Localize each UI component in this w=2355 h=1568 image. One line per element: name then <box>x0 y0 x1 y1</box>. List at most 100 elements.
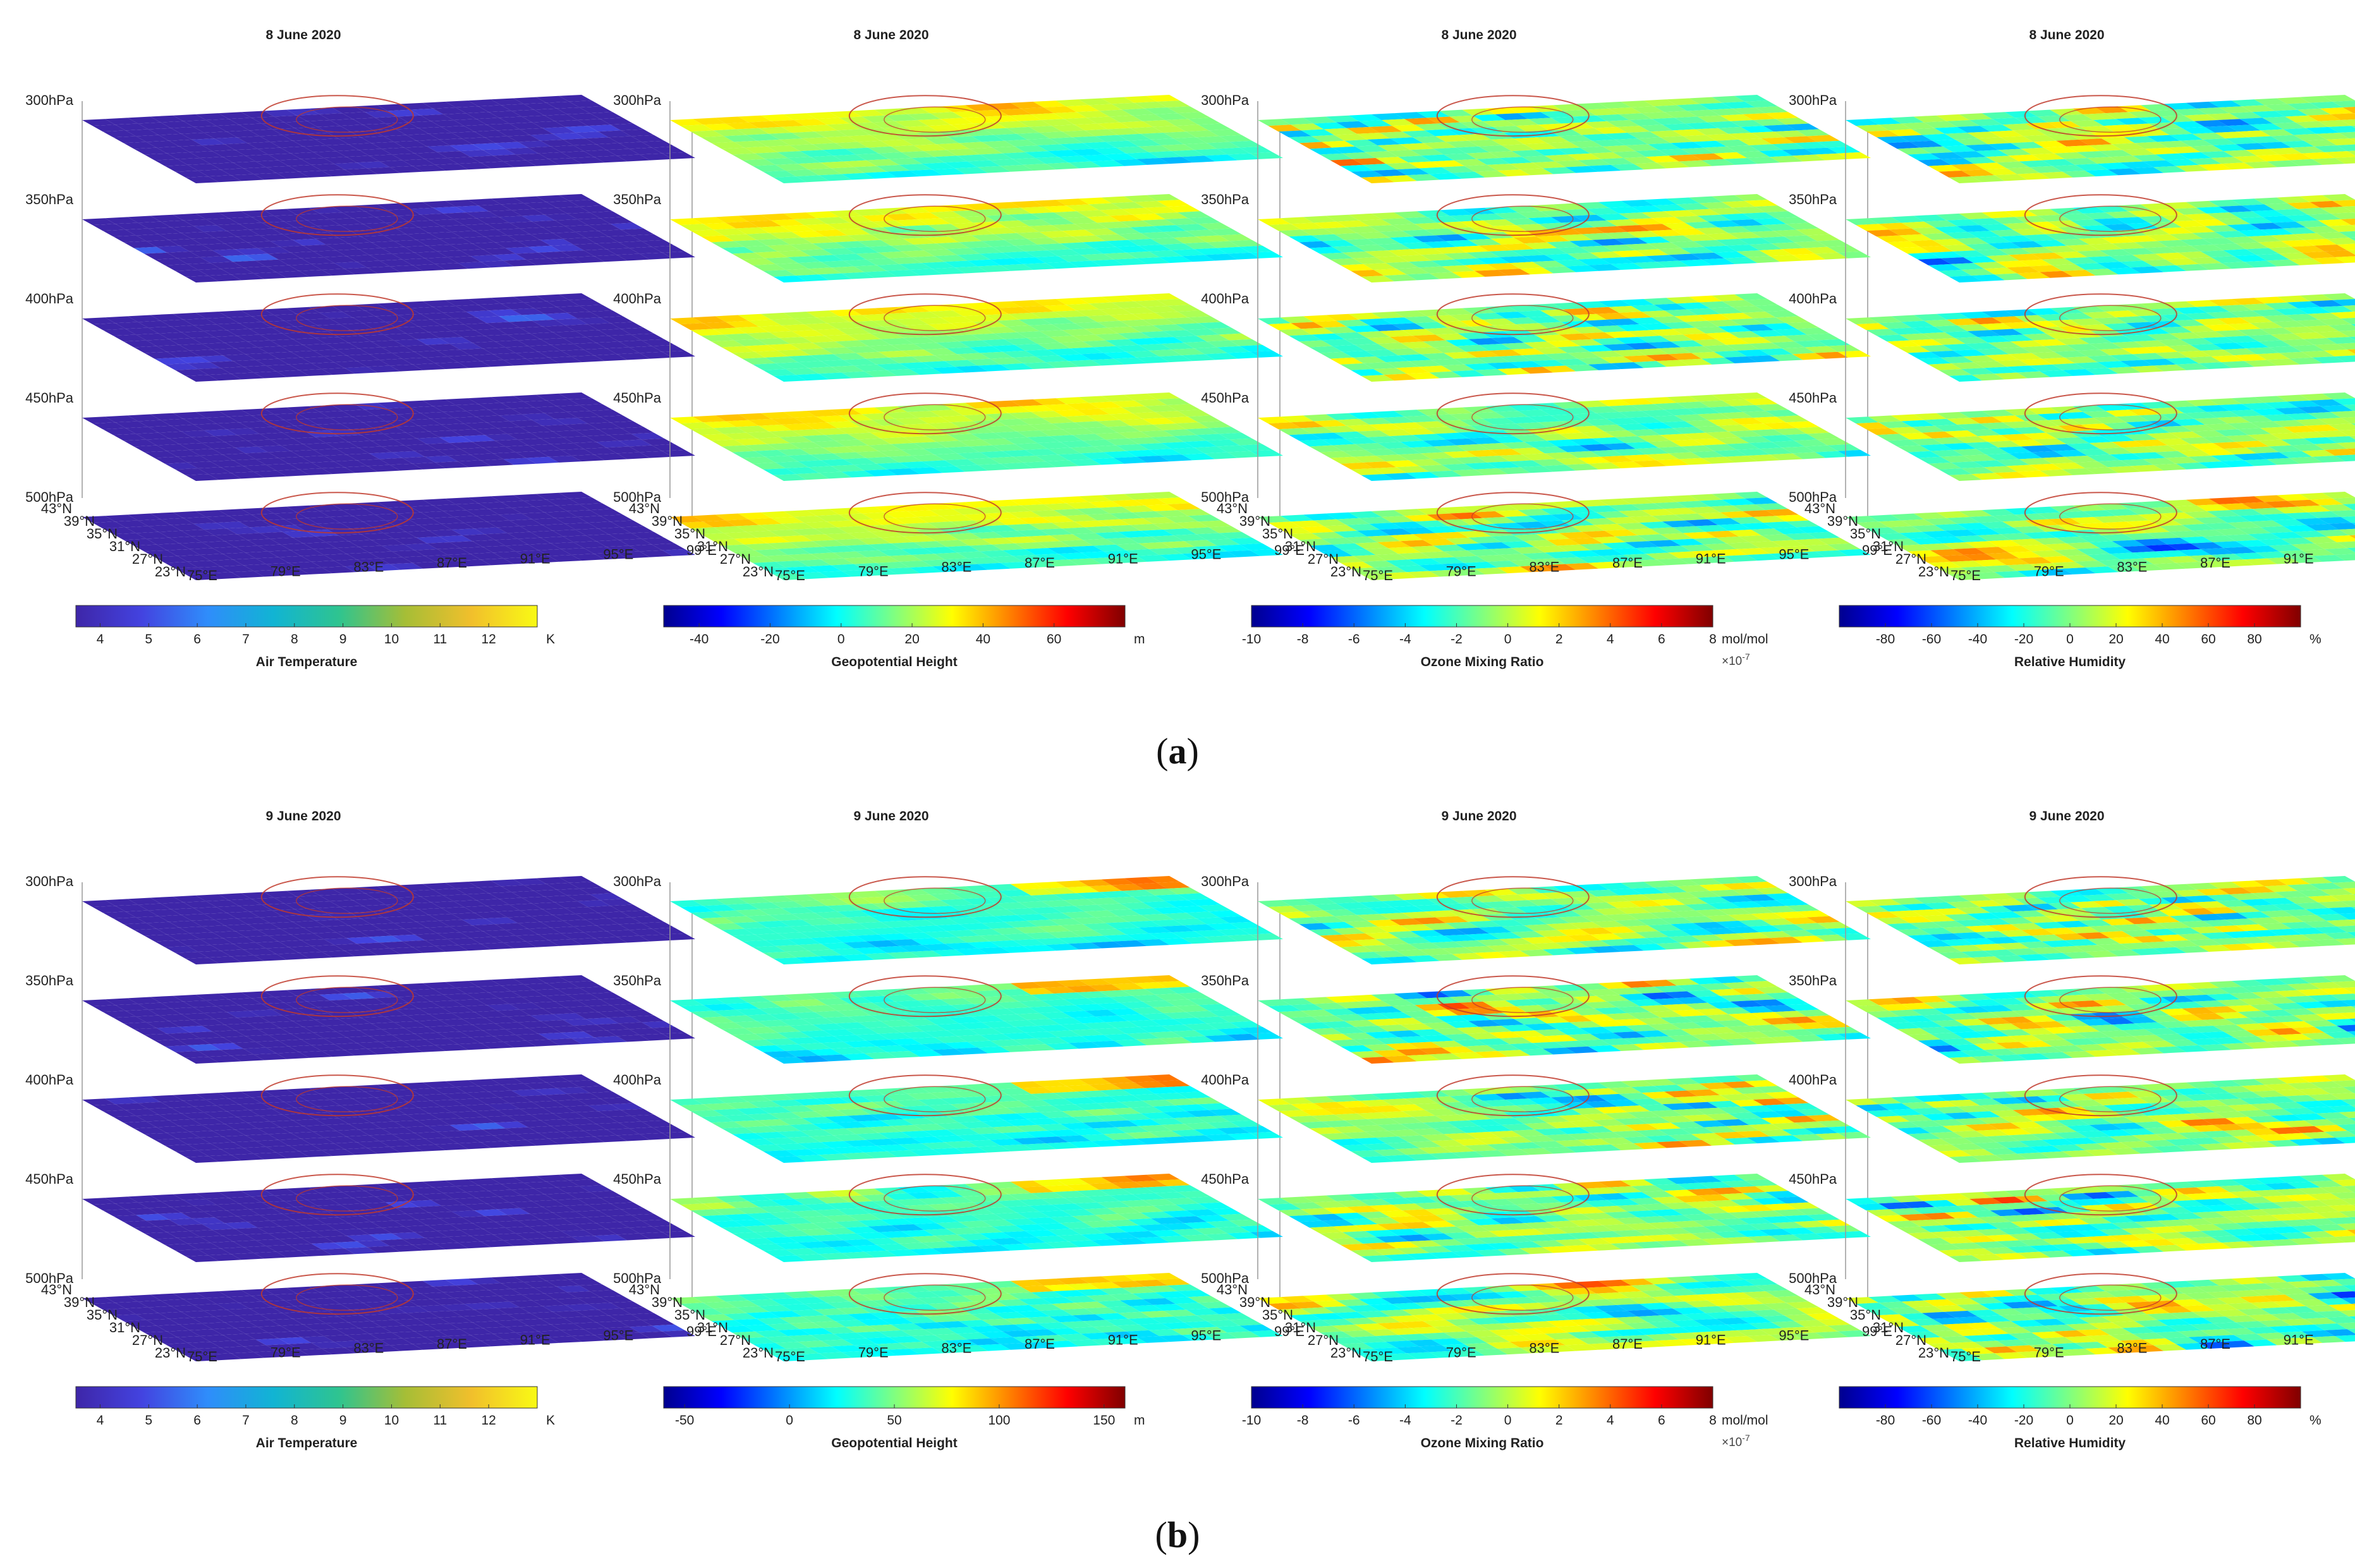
colorbar-tick-label: 4 <box>1607 632 1614 647</box>
lon-tick-label: 87°E <box>1612 555 1643 571</box>
lon-tick-label: 75°E <box>187 568 217 583</box>
colorbar-tick-label: 6 <box>193 632 201 647</box>
colorbar-tick-label: 5 <box>145 632 152 647</box>
panel-a2: 8 June 2020300hPa350hPa400hPa450hPa500hP… <box>613 28 1305 669</box>
layer-400hPa: 400hPa <box>25 291 695 382</box>
colorbar-tick-label: 8 <box>1709 632 1717 647</box>
level-label: 350hPa <box>613 191 662 207</box>
colorbar-tick-label: 0 <box>1504 632 1512 647</box>
colorbar-exponent: ×10-7 <box>1722 652 1750 668</box>
lon-tick-label: 83°E <box>941 559 971 575</box>
layer-300hPa: 300hPa <box>613 92 1283 183</box>
panel-title: 8 June 2020 <box>1441 28 1516 42</box>
lat-tick-label: 23°N <box>743 564 774 580</box>
colorbar <box>664 605 1125 627</box>
layer-400hPa: 400hPa <box>1789 291 2355 382</box>
lon-tick-label: 87°E <box>437 555 467 571</box>
colorbar-tick-label: 7 <box>242 632 250 647</box>
panel-title: 8 June 2020 <box>853 28 928 42</box>
layer-400hPa: 400hPa <box>1201 291 1871 382</box>
level-label: 450hPa <box>1201 390 1250 406</box>
colorbar-label: Air Temperature <box>256 655 358 669</box>
level-label: 450hPa <box>613 390 662 406</box>
panel-title: 8 June 2020 <box>2029 28 2104 42</box>
level-label: 300hPa <box>1201 92 1250 108</box>
colorbar-unit: mol/mol <box>1722 632 1768 647</box>
level-label: 300hPa <box>613 92 662 108</box>
colorbar-tick-label: 4 <box>97 632 104 647</box>
lon-tick-label: 95°E <box>1191 547 1221 562</box>
layer-350hPa: 350hPa <box>1201 191 1871 283</box>
layer-400hPa: 400hPa <box>613 291 1283 382</box>
lon-tick-label: 79°E <box>271 563 301 579</box>
level-label: 350hPa <box>25 191 74 207</box>
panel-title: 8 June 2020 <box>265 28 341 42</box>
colorbar-tick-label: -20 <box>760 632 779 647</box>
lon-tick-label: 87°E <box>1025 555 1055 571</box>
colorbar-tick-label: 12 <box>481 632 496 647</box>
colorbar-tick-label: 10 <box>384 632 399 647</box>
colorbar-tick-label: 0 <box>837 632 845 647</box>
colorbar-tick-label: 20 <box>904 632 919 647</box>
layer-300hPa: 300hPa <box>25 92 695 183</box>
colorbar-tick-label: -2 <box>1451 632 1463 647</box>
lon-tick-label: 79°E <box>858 563 889 579</box>
level-label: 400hPa <box>25 291 74 307</box>
colorbar-unit: K <box>546 632 555 647</box>
lon-tick-label: 83°E <box>1529 559 1559 575</box>
lon-tick-label: 91°E <box>520 550 551 566</box>
lat-tick-label: 23°N <box>155 564 186 580</box>
layer-450hPa: 450hPa <box>1201 390 1871 481</box>
panel-a4: 8 June 2020300hPa350hPa400hPa450hPa500hP… <box>1789 28 2355 669</box>
colorbar <box>76 605 537 627</box>
colorbar-tick-label: 8 <box>291 632 298 647</box>
level-label: 300hPa <box>25 92 74 108</box>
colorbar-tick-label: -8 <box>1297 632 1309 647</box>
colorbar <box>1251 605 1713 627</box>
level-label: 350hPa <box>1789 191 1837 207</box>
layer-450hPa: 450hPa <box>25 390 695 481</box>
layer-350hPa: 350hPa <box>1789 191 2355 283</box>
layer-350hPa: 350hPa <box>25 191 695 283</box>
lon-tick-label: 91°E <box>1108 550 1138 566</box>
level-label: 300hPa <box>1789 92 1837 108</box>
colorbar-tick-label: 9 <box>339 632 347 647</box>
exponent-base: ×10 <box>1722 655 1742 668</box>
level-label: 400hPa <box>1789 291 1837 307</box>
colorbar-tick-label: 6 <box>1658 632 1665 647</box>
colorbar-tick-label: -4 <box>1399 632 1411 647</box>
colorbar-tick-label: 2 <box>1555 632 1563 647</box>
panel-a3: 8 June 2020300hPa350hPa400hPa450hPa500hP… <box>1201 28 1892 669</box>
colorbar-tick-label: -6 <box>1348 632 1360 647</box>
colorbar-tick-label: 11 <box>433 632 447 647</box>
lon-tick-label: 83°E <box>353 559 384 575</box>
panel-a1: 8 June 2020300hPa350hPa400hPa450hPa500hP… <box>25 28 717 669</box>
lon-tick-label: 95°E <box>603 547 633 562</box>
lat-tick-label: 23°N <box>1330 564 1361 580</box>
colorbar-tick-label: -10 <box>1242 632 1261 647</box>
level-label: 350hPa <box>1201 191 1250 207</box>
colorbar-label: Geopotential Height <box>831 655 958 669</box>
lon-tick-label: 75°E <box>1363 568 1393 583</box>
lon-tick-label: 95°E <box>1779 547 1809 562</box>
colorbar-tick-label: -40 <box>690 632 709 647</box>
colorbar-unit: m <box>1134 632 1145 647</box>
level-label: 450hPa <box>1789 390 1837 406</box>
layer-300hPa: 300hPa <box>1789 92 2355 183</box>
level-label: 450hPa <box>25 390 74 406</box>
lon-tick-label: 91°E <box>1696 550 1726 566</box>
level-label: 400hPa <box>613 291 662 307</box>
level-label: 400hPa <box>1201 291 1250 307</box>
layer-450hPa: 450hPa <box>613 390 1283 481</box>
lon-tick-label: 79°E <box>1446 563 1476 579</box>
layer-350hPa: 350hPa <box>613 191 1283 283</box>
colorbar-tick-label: 60 <box>1047 632 1061 647</box>
exponent-power: -7 <box>1742 652 1750 662</box>
lon-tick-label: 75°E <box>775 568 805 583</box>
colorbar-tick-label: 40 <box>976 632 990 647</box>
layer-300hPa: 300hPa <box>1201 92 1871 183</box>
colorbar-label: Ozone Mixing Ratio <box>1421 655 1544 669</box>
layer-450hPa: 450hPa <box>1789 390 2355 481</box>
